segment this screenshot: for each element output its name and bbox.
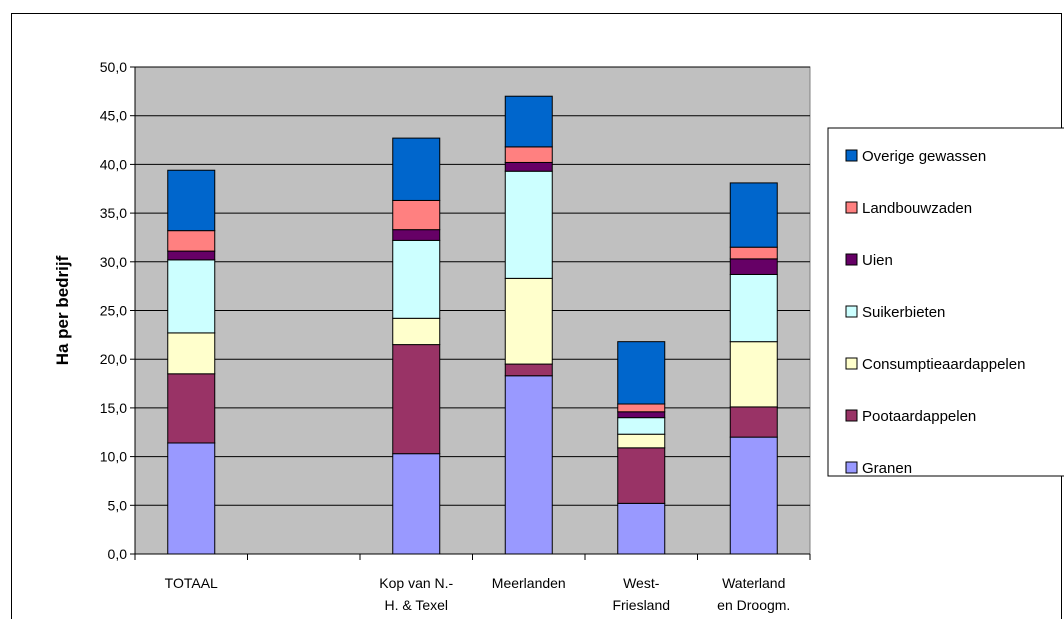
bar-segment [729,406,778,438]
legend-label: Landbouwzaden [862,200,972,217]
x-tick-label: Meerlanden [492,575,566,591]
bar-segment [504,363,553,377]
y-tick-label: 20,0 [100,351,127,367]
bar-segment [729,246,778,260]
y-tick-label: 0,0 [108,546,128,562]
bar-segment [392,137,441,201]
gridlines [135,66,810,506]
bar-segment [392,344,441,455]
x-tick-label: Waterland [722,575,785,591]
bar-segment [617,341,666,405]
y-tick-label: 35,0 [100,205,127,221]
bar-segment [392,229,441,241]
x-tick-label: en Droogm. [717,597,790,613]
bar-segment [504,146,553,163]
legend-swatch [845,305,858,318]
x-tick-label: Friesland [612,597,670,613]
y-tick-label: 50,0 [100,59,127,75]
legend: Overige gewassen Landbouwzaden Uien Suikerb… [827,127,1064,477]
y-tick-label: 15,0 [100,400,127,416]
axes [130,66,811,560]
bar-segment [167,442,216,555]
y-tick-labels: 0,0 5,0 10,0 15,0 20,0 25,0 30,0 35,0 40,0 45,0 50… [100,59,127,562]
bar-segment [167,332,216,375]
y-tick-label: 30,0 [100,254,127,270]
x-tick-label: TOTAAL [165,575,218,591]
legend-swatch [845,357,858,370]
legend-label: Suikerbieten [862,304,945,321]
bar-segment [617,502,666,555]
bar-segment [167,169,216,232]
legend-label: Pootaardappelen [862,408,976,425]
legend-swatch [845,201,858,214]
legend-label: Granen [862,460,912,477]
bar-segment [729,436,778,555]
y-tick-label: 45,0 [100,108,127,124]
legend-label: Overige gewassen [862,148,986,165]
bar-segment [167,230,216,252]
bar-segment [729,258,778,275]
bar-segment [729,341,778,408]
bar-segment [617,447,666,504]
bar-segment [392,199,441,231]
bar-segment [729,273,778,343]
y-axis-label: Ha per bedrijf [53,255,72,365]
y-tick-label: 40,0 [100,156,127,172]
bar-segment [617,411,666,419]
bar-segment [167,250,216,261]
legend-label: Consumptieaardappelen [862,356,1025,373]
x-tick-labels: TOTAAL Kop van N.- H. & Texel Meerlanden Wes… [165,575,791,613]
bar-segment [617,433,666,449]
bar-segment [729,182,778,248]
x-tick-label: West- [623,575,660,591]
bar-segment [504,277,553,365]
y-tick-label: 25,0 [100,303,127,319]
bar-segment [504,170,553,279]
bars [167,95,778,555]
bar-segment [167,373,216,444]
legend-swatch [845,253,858,266]
bar-segment [392,453,441,555]
legend-swatch [845,149,858,162]
legend-swatch [845,461,858,474]
legend-label: Uien [862,252,893,269]
x-tick-label: Kop van N.- [379,575,453,591]
bar-segment [504,375,553,555]
bar-segment [617,417,666,435]
bar-segment [617,403,666,413]
bar-segment [504,95,553,148]
x-tick-label: H. & Texel [384,597,448,613]
y-tick-label: 10,0 [100,449,127,465]
bar-segment [392,317,441,346]
bar-segment [504,161,553,172]
bar-segment [392,239,441,319]
legend-swatch [845,409,858,422]
y-tick-label: 5,0 [108,497,128,513]
bar-segment [167,259,216,334]
legend-box [827,127,1064,477]
